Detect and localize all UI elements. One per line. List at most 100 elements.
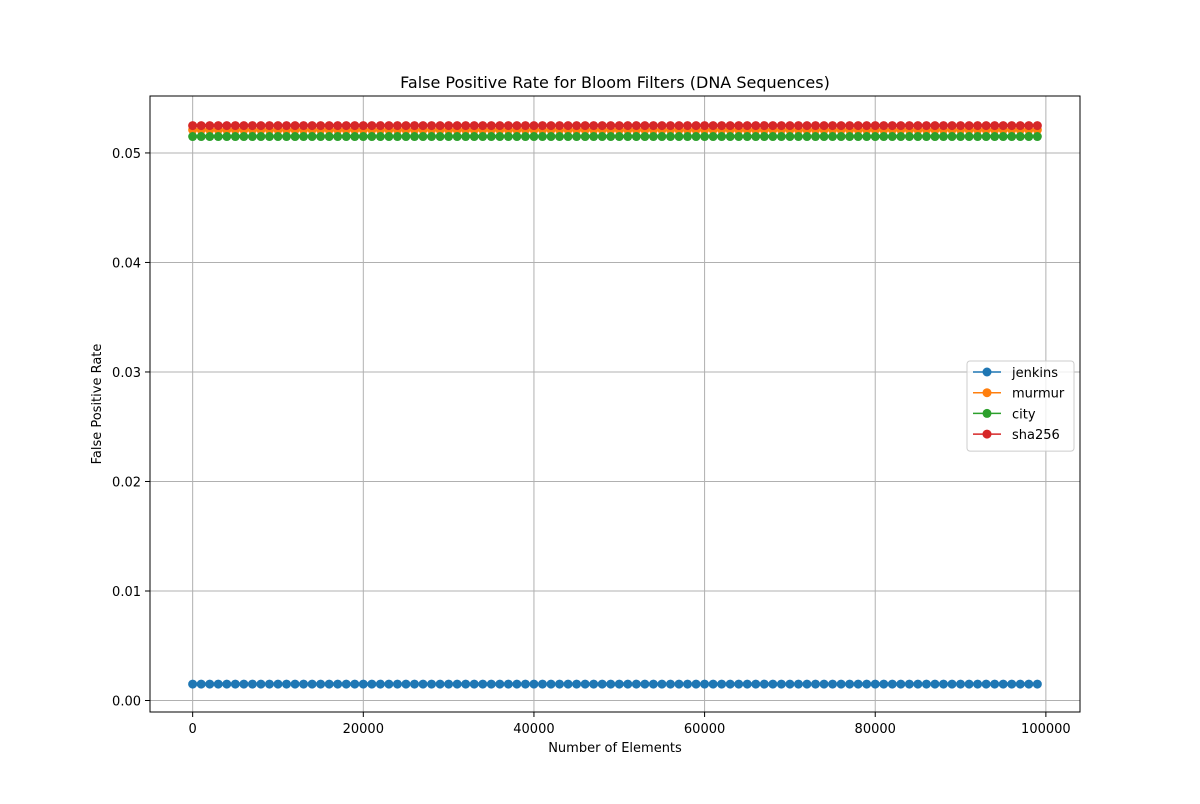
data-point-sha256 (589, 121, 599, 131)
data-point-city (1007, 132, 1017, 142)
data-point-sha256 (273, 121, 283, 131)
legend-label-sha256: sha256 (1012, 428, 1060, 443)
data-point-city (793, 132, 803, 142)
legend-marker-sha256 (982, 429, 992, 439)
data-point-jenkins (324, 679, 334, 689)
data-point-city (469, 132, 479, 142)
data-point-jenkins (725, 679, 735, 689)
data-point-sha256 (887, 121, 897, 131)
data-point-jenkins (247, 679, 257, 689)
data-point-jenkins (776, 679, 786, 689)
x-tick-label: 20000 (343, 722, 384, 737)
data-point-city (486, 132, 496, 142)
data-point-sha256 (324, 121, 334, 131)
legend-label-jenkins: jenkins (1011, 366, 1058, 381)
data-point-city (520, 132, 530, 142)
data-point-jenkins (1015, 679, 1025, 689)
data-point-sha256 (520, 121, 530, 131)
data-point-city (845, 132, 855, 142)
data-point-jenkins (282, 679, 292, 689)
data-point-city (887, 132, 897, 142)
chart-title: False Positive Rate for Bloom Filters (D… (400, 73, 830, 92)
data-point-jenkins (341, 679, 351, 689)
data-point-sha256 (802, 121, 812, 131)
data-point-jenkins (367, 679, 377, 689)
data-point-jenkins (921, 679, 931, 689)
legend-item-city: city (973, 407, 1036, 422)
x-tick-label: 80000 (855, 722, 896, 737)
data-point-jenkins (452, 679, 462, 689)
data-point-city (930, 132, 940, 142)
data-point-sha256 (845, 121, 855, 131)
data-point-jenkins (964, 679, 974, 689)
data-point-sha256 (546, 121, 556, 131)
data-point-city (290, 132, 300, 142)
data-point-city (751, 132, 761, 142)
data-point-city (256, 132, 266, 142)
data-point-city (461, 132, 471, 142)
data-point-jenkins (384, 679, 394, 689)
data-point-jenkins (930, 679, 940, 689)
data-point-sha256 (998, 121, 1008, 131)
data-point-city (913, 132, 923, 142)
data-point-sha256 (853, 121, 863, 131)
data-point-jenkins (520, 679, 530, 689)
data-point-sha256 (879, 121, 889, 131)
data-point-sha256 (990, 121, 1000, 131)
data-point-jenkins (230, 679, 240, 689)
data-point-jenkins (708, 679, 718, 689)
data-point-city (392, 132, 402, 142)
data-point-jenkins (256, 679, 266, 689)
data-point-sha256 (708, 121, 718, 131)
data-point-jenkins (956, 679, 966, 689)
data-point-jenkins (495, 679, 505, 689)
data-point-sha256 (631, 121, 641, 131)
data-point-jenkins (870, 679, 880, 689)
data-point-jenkins (427, 679, 437, 689)
data-point-jenkins (691, 679, 701, 689)
data-point-sha256 (717, 121, 727, 131)
data-point-city (239, 132, 249, 142)
data-point-city (367, 132, 377, 142)
legend-label-murmur: murmur (1012, 387, 1065, 402)
data-point-jenkins (1024, 679, 1034, 689)
data-point-jenkins (768, 679, 778, 689)
ticks-layer: 0 20000 40000 60000 80000 100000 0.00 0.01 0.02 0… (112, 147, 1071, 737)
data-point-city (896, 132, 906, 142)
data-point-sha256 (913, 121, 923, 131)
data-point-sha256 (307, 121, 317, 131)
data-point-sha256 (973, 121, 983, 131)
data-point-city (358, 132, 368, 142)
data-point-sha256 (444, 121, 454, 131)
data-point-jenkins (879, 679, 889, 689)
data-point-jenkins (299, 679, 309, 689)
data-point-jenkins (853, 679, 863, 689)
data-point-sha256 (904, 121, 914, 131)
data-point-city (862, 132, 872, 142)
data-point-sha256 (759, 121, 769, 131)
data-point-sha256 (793, 121, 803, 131)
data-point-sha256 (239, 121, 249, 131)
legend-box (966, 360, 1075, 452)
data-point-jenkins (205, 679, 215, 689)
data-point-city (981, 132, 991, 142)
data-point-jenkins (409, 679, 419, 689)
data-point-sha256 (930, 121, 940, 131)
data-point-sha256 (751, 121, 761, 131)
data-point-sha256 (282, 121, 292, 131)
data-point-sha256 (981, 121, 991, 131)
data-point-sha256 (896, 121, 906, 131)
x-tick-label: 0 (189, 722, 197, 737)
data-point-city (546, 132, 556, 142)
data-point-city (1015, 132, 1025, 142)
data-point-sha256 (495, 121, 505, 131)
data-point-sha256 (409, 121, 419, 131)
data-point-jenkins (742, 679, 752, 689)
data-point-city (921, 132, 931, 142)
data-point-jenkins (546, 679, 556, 689)
data-point-jenkins (845, 679, 855, 689)
data-point-sha256 (333, 121, 343, 131)
data-point-city (264, 132, 274, 142)
data-point-city (674, 132, 684, 142)
